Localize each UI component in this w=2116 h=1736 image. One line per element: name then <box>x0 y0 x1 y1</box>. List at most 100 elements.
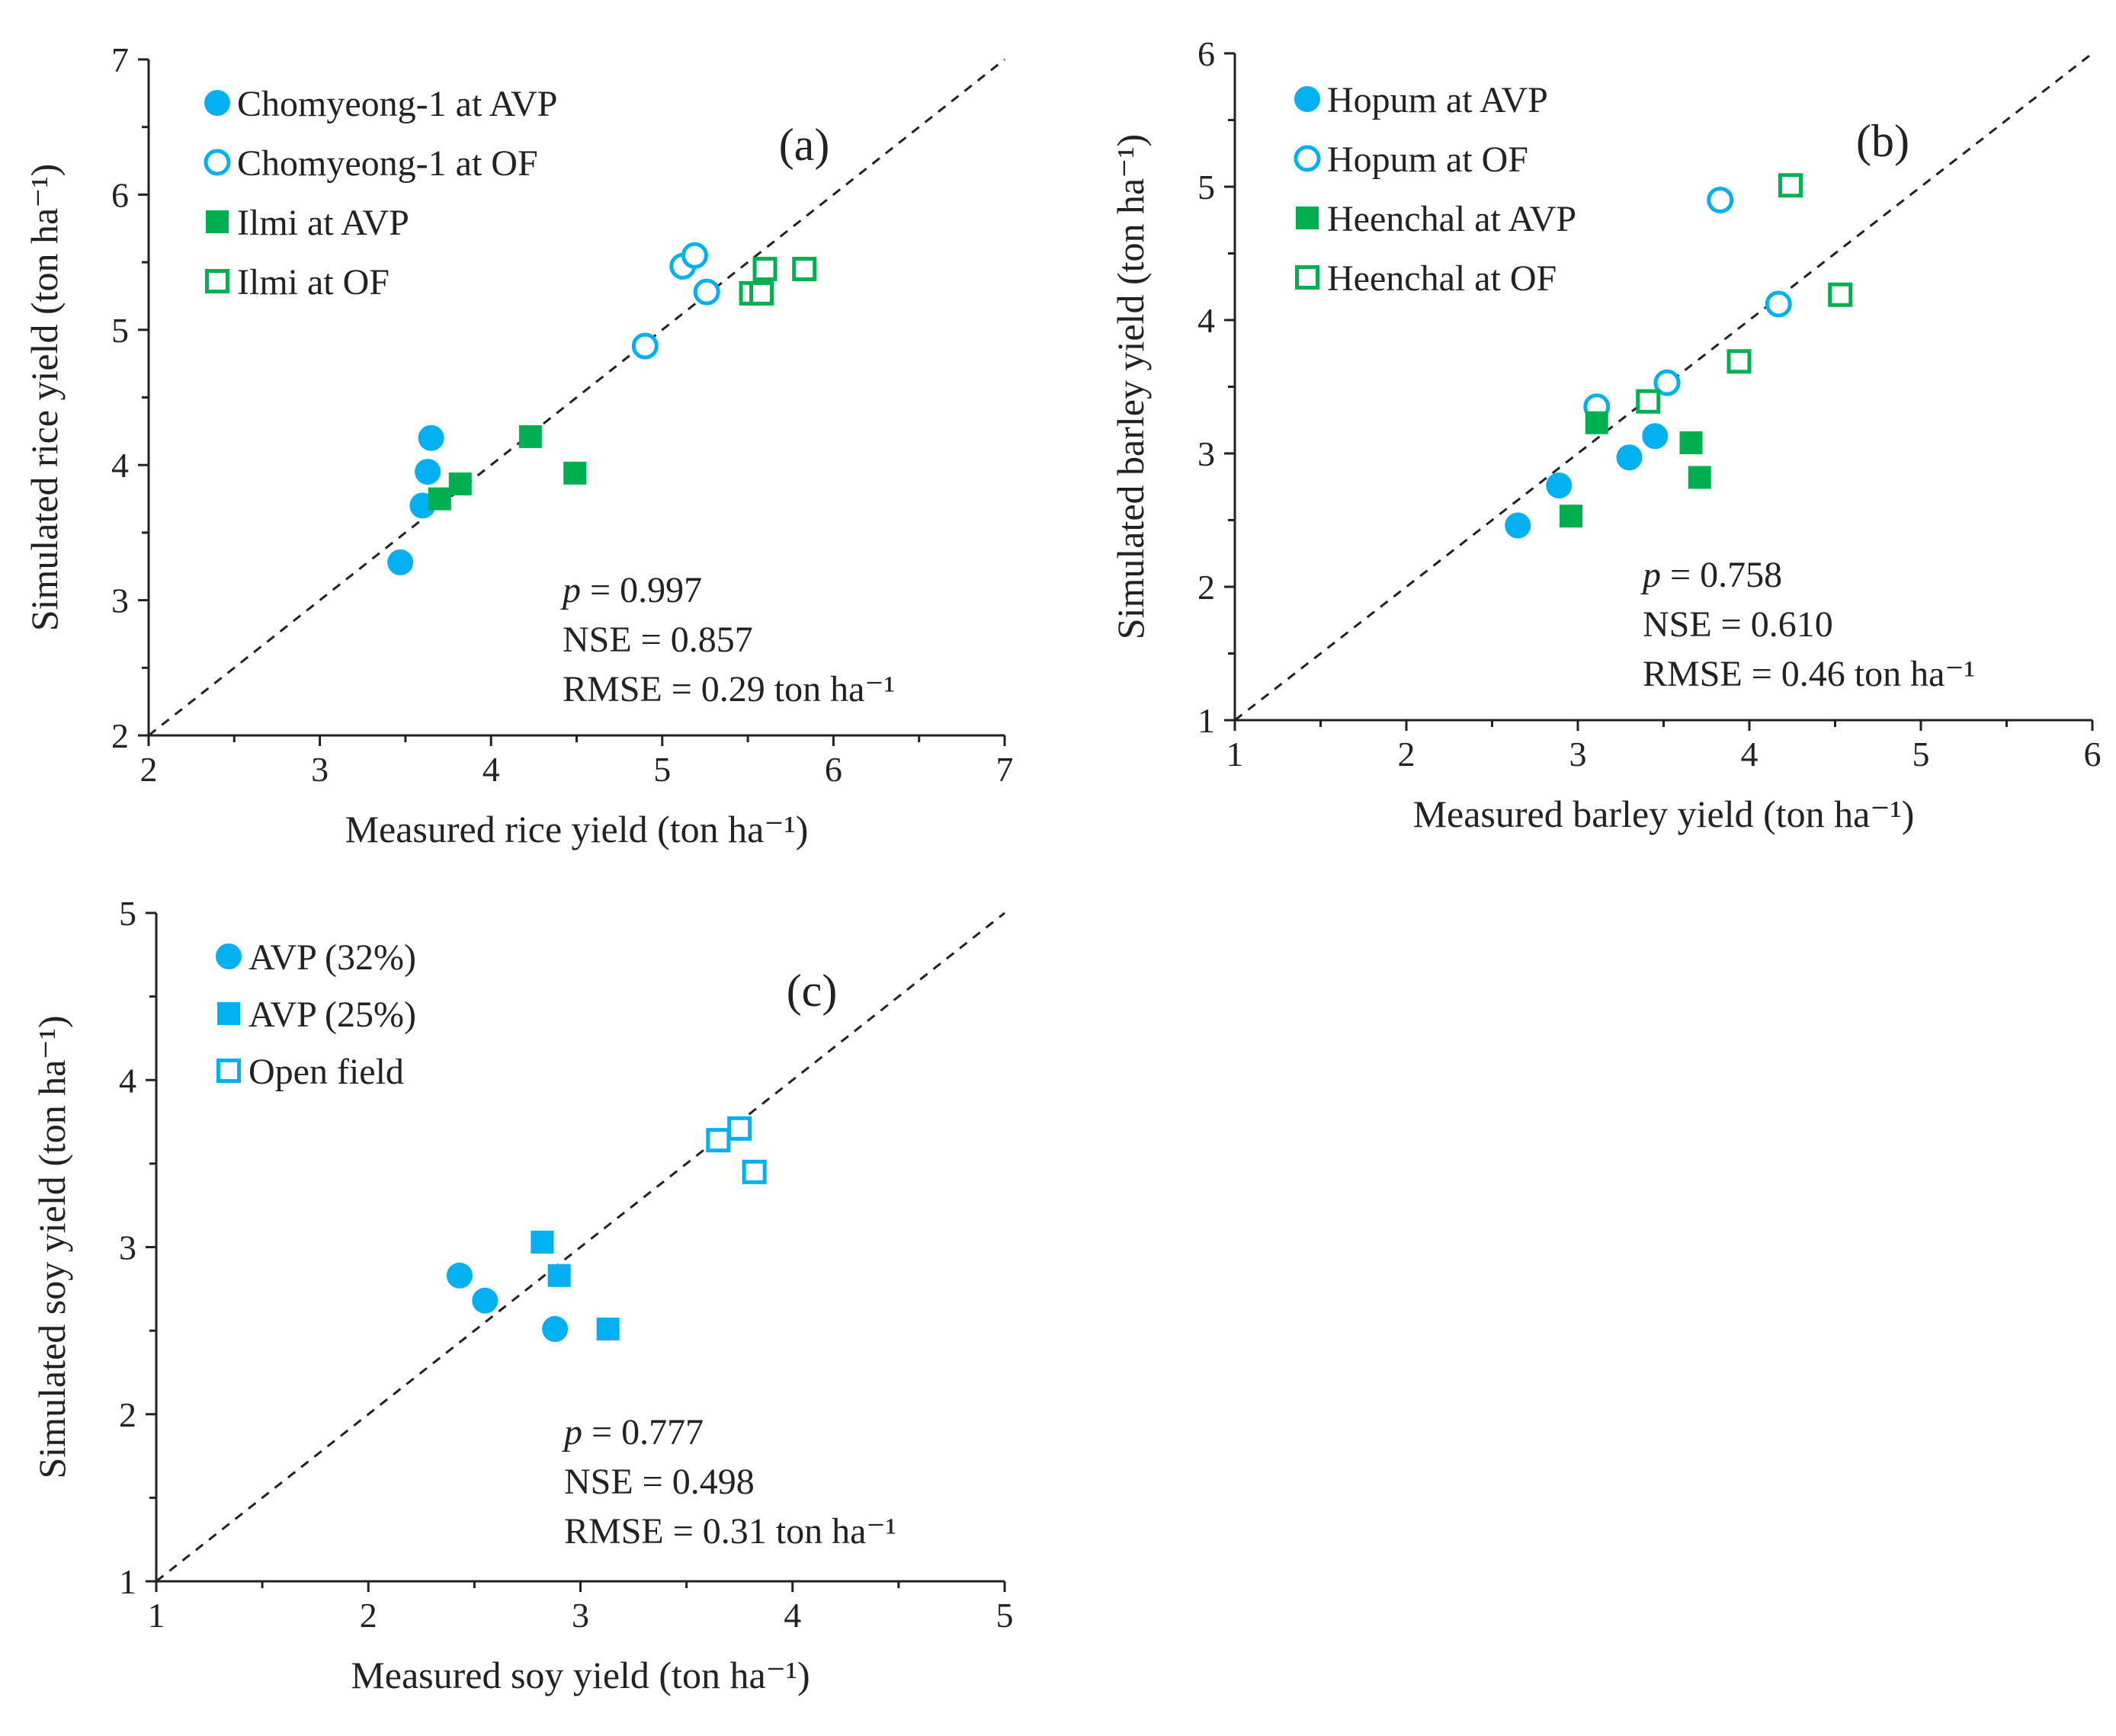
panel-a-y-axis-title: Simulated rice yield (ton ha⁻¹) <box>23 164 66 631</box>
panel-b-x-tick-label: 6 <box>2084 735 2102 774</box>
panel-b-y-tick-label: 5 <box>1197 168 1215 207</box>
panel-a-point-series-4 <box>752 256 777 281</box>
panel-c-point-series-3 <box>742 1159 767 1184</box>
panel-a-x-tick-label: 5 <box>653 750 671 789</box>
panel-c-stat-p-value: = 0.777 <box>582 1412 704 1453</box>
panel-c-stat-p: p = 0.777 <box>562 1412 704 1453</box>
panel-b-legend-label-4: Heenchal at OF <box>1327 258 1557 299</box>
panel-b-point-series-3 <box>1679 431 1703 454</box>
panel-a-stat-p: p = 0.997 <box>560 570 702 610</box>
panel-c-x-tick-label: 4 <box>784 1596 801 1635</box>
panel-c-point-series-2 <box>596 1317 620 1340</box>
panel-a-y-tick-label: 7 <box>111 40 129 79</box>
panel-b-stat-p: p = 0.758 <box>1640 555 1782 595</box>
panel-b-y-axis-title: Simulated barley yield (ton ha⁻¹) <box>1109 134 1152 639</box>
panel-c-point-series-1 <box>446 1262 473 1289</box>
panel-c-y-tick-label: 5 <box>119 894 136 933</box>
panel-b-stat-p-symbol: p <box>1640 555 1661 595</box>
panel-a-point-series-3 <box>428 487 451 511</box>
panel-a-point-series-3 <box>563 461 587 485</box>
panel-b-point-series-1 <box>1642 423 1669 450</box>
panel-a-legend-marker-1 <box>204 90 230 116</box>
panel-b-legend-marker-4 <box>1295 265 1319 290</box>
panel-b-legend-marker-1 <box>1294 86 1320 112</box>
panel-c-legend-label-2: AVP (25%) <box>248 995 416 1035</box>
panel-b-point-series-2 <box>1653 369 1681 396</box>
panel-b-y-tick-label: 1 <box>1197 701 1215 740</box>
panel-b-legend-label-1: Hopum at AVP <box>1327 80 1548 120</box>
panel-a-x-tick-label: 6 <box>825 750 842 789</box>
panel-b-stat-rmse: RMSE = 0.46 ton ha⁻¹ <box>1643 654 1975 694</box>
panel-a-x-axis-title: Measured rice yield (ton ha⁻¹) <box>345 808 809 850</box>
panel-a-point-series-2 <box>693 278 720 306</box>
panel-b-point-series-3 <box>1585 411 1608 434</box>
panel-b-point-series-4 <box>1636 389 1661 414</box>
panel-a-x-tick-label: 3 <box>311 750 329 789</box>
panel-b-point-series-1 <box>1546 472 1573 498</box>
panel-b-x-tick-label: 5 <box>1912 735 1930 774</box>
panel-b-point-series-2 <box>1765 290 1792 318</box>
panel-a-legend-marker-3 <box>206 210 229 233</box>
panel-b-point-series-1 <box>1505 512 1531 539</box>
panel-b-legend-marker-3 <box>1296 207 1319 229</box>
panel-b-point-series-4 <box>1778 173 1803 198</box>
panel-b-label: (b) <box>1856 116 1909 166</box>
panel-b-y-tick-label: 6 <box>1197 34 1215 73</box>
panel-b-point-series-4 <box>1726 349 1752 374</box>
panel-a-stat-rmse: RMSE = 0.29 ton ha⁻¹ <box>563 669 895 709</box>
panel-c-y-axis-title: Simulated soy yield (ton ha⁻¹) <box>30 1016 73 1479</box>
panel-c-legend-marker-1 <box>216 943 242 969</box>
panel-a-legend-marker-2 <box>204 149 231 176</box>
panel-b-stat-p-value: = 0.758 <box>1661 555 1782 595</box>
panel-a-legend-label-3: Ilmi at AVP <box>237 203 409 243</box>
panel-b-x-tick-label: 4 <box>1741 735 1759 774</box>
panel-c-point-series-2 <box>547 1264 571 1287</box>
panel-a-point-series-1 <box>387 549 414 575</box>
panel-c-y-tick-label: 3 <box>119 1228 136 1267</box>
panel-c-x-tick-label: 2 <box>360 1596 377 1635</box>
panel-c-x-tick-label: 5 <box>996 1596 1014 1635</box>
panel-a-x-tick-label: 7 <box>996 750 1014 789</box>
panel-c-x-tick-label: 1 <box>148 1596 165 1635</box>
panel-c-point-series-3 <box>727 1116 752 1141</box>
panel-c: 1 2 3 4 5 1 2 3 4 5 Measured soy yield (ton ha⁻¹) S… <box>30 894 1014 1696</box>
panel-c-one-to-one-line <box>155 911 1005 1583</box>
panel-a-legend-label-2: Chomyeong-1 at OF <box>237 143 538 184</box>
panel-c-point-series-1 <box>542 1315 569 1342</box>
panel-a-legend-label-4: Ilmi at OF <box>237 262 390 303</box>
panel-b-legend-marker-2 <box>1294 145 1321 172</box>
panel-a-point-series-3 <box>448 472 472 496</box>
panel-a-point-series-2 <box>681 242 708 269</box>
panel-c-x-axis-title: Measured soy yield (ton ha⁻¹) <box>351 1654 810 1696</box>
panel-c-y-tick-label: 4 <box>119 1061 136 1100</box>
panel-a: 2 3 4 5 6 7 2 3 4 5 6 7 Measured rice yield (ton ha⁻… <box>23 40 1014 850</box>
panel-a-legend-marker-4 <box>205 269 229 293</box>
panel-c-legend-label-3: Open field <box>248 1052 404 1092</box>
panel-c-point-series-3 <box>706 1128 731 1153</box>
panel-b: 1 2 3 4 5 6 1 2 3 4 5 6 Measured barley yield (ton h… <box>1109 34 2102 835</box>
panel-a-y-tick-label: 6 <box>111 175 129 214</box>
panel-c-legend-label-1: AVP (32%) <box>248 937 416 978</box>
panel-a-point-series-2 <box>631 332 659 360</box>
panel-a-point-series-4 <box>749 280 774 306</box>
panel-c-label: (c) <box>787 966 838 1016</box>
panel-c-legend-marker-3 <box>216 1059 241 1083</box>
panel-a-x-tick-label: 4 <box>483 750 500 789</box>
panel-a-one-to-one-line <box>148 58 1005 737</box>
panel-a-stat-nse: NSE = 0.857 <box>563 620 753 660</box>
panel-c-stat-rmse: RMSE = 0.31 ton ha⁻¹ <box>564 1511 896 1552</box>
panel-a-y-tick-label: 3 <box>111 581 129 620</box>
panel-c-y-tick-label: 2 <box>119 1395 136 1434</box>
panel-c-stat-nse: NSE = 0.498 <box>564 1462 755 1502</box>
panel-b-point-series-4 <box>1828 282 1853 307</box>
panel-a-point-series-1 <box>415 459 441 485</box>
panel-a-y-tick-label: 5 <box>111 311 129 350</box>
panel-a-stat-p-value: = 0.997 <box>581 570 702 610</box>
panel-b-y-tick-label: 2 <box>1197 568 1215 607</box>
panel-a-legend-label-1: Chomyeong-1 at AVP <box>237 84 557 124</box>
panel-a-stat-p-symbol: p <box>560 570 581 610</box>
panel-a-point-series-4 <box>792 256 817 281</box>
panel-b-legend-label-3: Heenchal at AVP <box>1327 199 1576 239</box>
panel-a-point-series-1 <box>418 424 444 451</box>
